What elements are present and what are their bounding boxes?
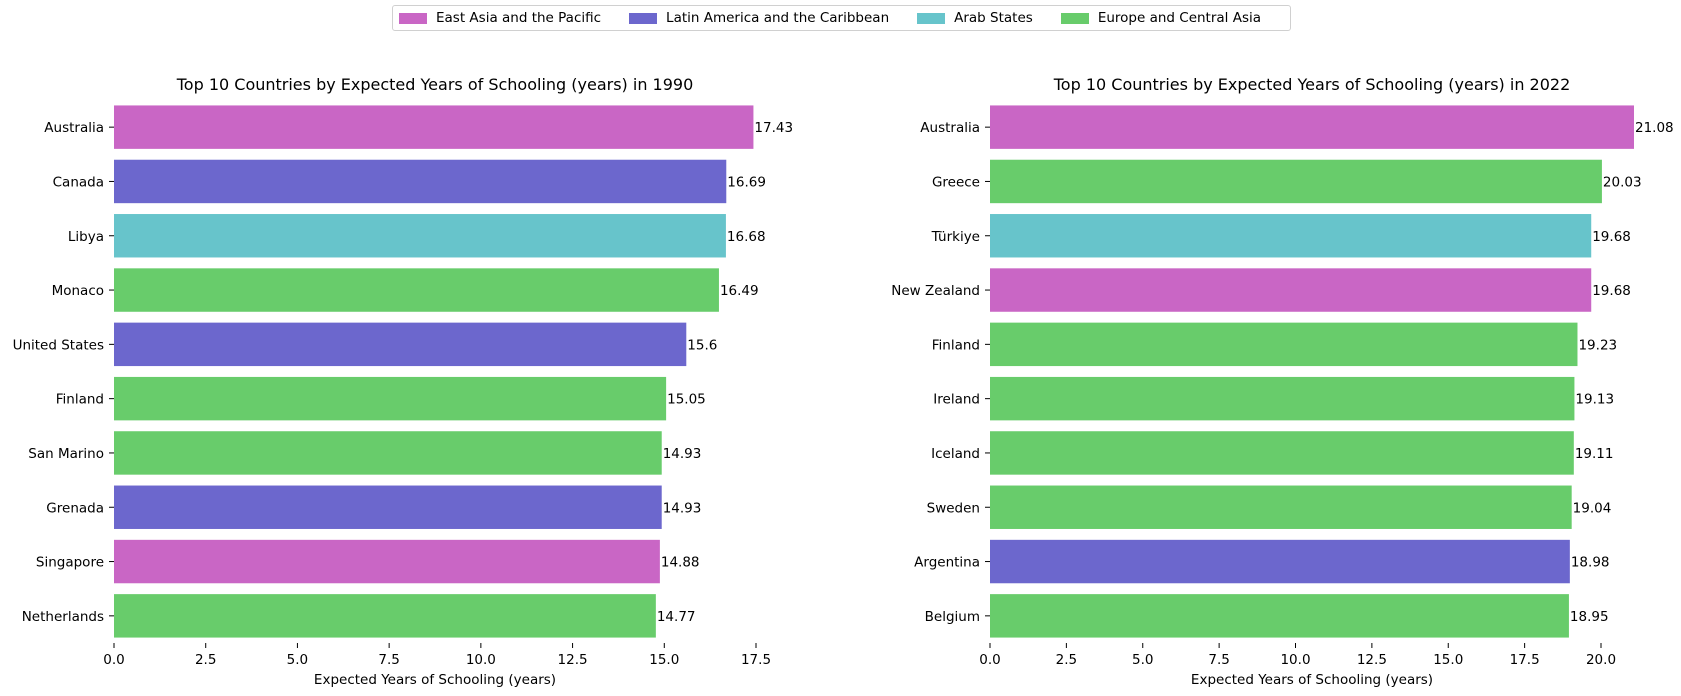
legend-label: East Asia and the Pacific	[436, 10, 602, 26]
bar	[990, 485, 1572, 529]
value-label: 15.6	[687, 337, 717, 353]
value-label: 18.98	[1571, 555, 1610, 571]
value-label: 19.68	[1592, 283, 1631, 299]
bar	[990, 214, 1592, 258]
category-label: Finland	[932, 337, 980, 353]
bar	[114, 594, 656, 638]
value-label: 16.69	[727, 174, 766, 190]
category-label: Belgium	[925, 609, 980, 625]
x-tick-label: 7.5	[1208, 652, 1229, 668]
x-tick-label: 15.0	[1433, 652, 1463, 668]
category-label: Greece	[932, 174, 980, 190]
category-label: Singapore	[36, 555, 104, 571]
bar	[114, 485, 662, 529]
value-label: 14.93	[663, 446, 702, 462]
category-label: New Zealand	[891, 283, 980, 299]
value-label: 18.95	[1570, 609, 1609, 625]
chart-legend: East Asia and the Pacific Latin America …	[392, 5, 1291, 31]
bar	[990, 105, 1634, 149]
legend-label: Europe and Central Asia	[1097, 10, 1262, 26]
category-label: United States	[13, 337, 104, 353]
x-tick-label: 15.0	[649, 652, 679, 668]
bar	[114, 268, 719, 312]
legend-label: Arab States	[954, 10, 1033, 26]
value-label: 19.04	[1573, 500, 1612, 516]
value-label: 16.68	[727, 229, 766, 245]
x-tick-label: 7.5	[378, 652, 399, 668]
chart-title: Top 10 Countries by Expected Years of Sc…	[176, 75, 694, 94]
category-label: Australia	[920, 120, 980, 136]
category-label: Monaco	[52, 283, 104, 299]
category-label: Australia	[44, 120, 104, 136]
x-tick-label: 17.5	[1510, 652, 1540, 668]
bar	[990, 539, 1570, 584]
category-label: Finland	[56, 392, 104, 408]
x-tick-label: 5.0	[287, 652, 308, 668]
category-label: Grenada	[46, 500, 104, 516]
legend-item-latin-america: Latin America and the Caribbean	[629, 10, 889, 26]
bar	[114, 322, 687, 367]
bar	[114, 105, 754, 149]
x-tick-label: 12.5	[1357, 652, 1387, 668]
value-label: 17.43	[754, 120, 793, 136]
value-label: 19.13	[1575, 392, 1614, 408]
legend-item-arab-states: Arab States	[917, 10, 1033, 26]
legend-swatch	[1060, 12, 1089, 24]
bar	[114, 159, 727, 204]
chart-title: Top 10 Countries by Expected Years of Sc…	[1053, 75, 1571, 94]
bar	[990, 376, 1575, 421]
category-label: Iceland	[931, 446, 980, 462]
x-axis-label: Expected Years of Schooling (years)	[314, 672, 556, 688]
bar	[990, 322, 1578, 367]
x-tick-label: 0.0	[979, 652, 1000, 668]
legend-swatch	[399, 12, 427, 24]
x-tick-label: 5.0	[1132, 652, 1153, 668]
category-label: Türkiye	[931, 229, 980, 245]
bar	[990, 268, 1592, 312]
x-tick-label: 17.5	[741, 652, 771, 668]
category-label: Sweden	[927, 500, 980, 516]
value-label: 15.05	[667, 392, 706, 408]
value-label: 16.49	[720, 283, 759, 299]
legend-swatch	[629, 12, 658, 24]
x-tick-label: 10.0	[466, 652, 496, 668]
category-label: Argentina	[914, 555, 980, 571]
value-label: 19.23	[1578, 337, 1617, 353]
value-label: 20.03	[1603, 174, 1642, 190]
bar	[990, 431, 1574, 475]
bar	[114, 214, 726, 258]
value-label: 21.08	[1635, 120, 1674, 136]
value-label: 14.77	[657, 609, 696, 625]
x-tick-label: 12.5	[558, 652, 588, 668]
x-tick-label: 0.0	[103, 652, 124, 668]
category-label: San Marino	[28, 446, 104, 462]
bar	[114, 539, 660, 584]
legend-label: Latin America and the Caribbean	[666, 10, 890, 26]
value-label: 14.88	[661, 555, 700, 571]
legend-swatch	[917, 12, 946, 24]
x-tick-label: 20.0	[1586, 652, 1616, 668]
bar	[114, 431, 662, 475]
bar	[990, 159, 1602, 204]
x-tick-label: 2.5	[195, 652, 216, 668]
legend-item-east-asia: East Asia and the Pacific	[399, 10, 601, 26]
x-axis-label: Expected Years of Schooling (years)	[1191, 672, 1433, 688]
category-label: Libya	[68, 229, 104, 245]
category-label: Netherlands	[22, 609, 104, 625]
legend-item-europe: Europe and Central Asia	[1060, 10, 1262, 26]
x-tick-label: 10.0	[1280, 652, 1310, 668]
bar	[990, 594, 1569, 638]
value-label: 14.93	[663, 500, 702, 516]
x-tick-label: 2.5	[1056, 652, 1077, 668]
category-label: Ireland	[933, 392, 980, 408]
category-label: Canada	[53, 174, 104, 190]
value-label: 19.11	[1575, 446, 1614, 462]
value-label: 19.68	[1592, 229, 1631, 245]
bar	[114, 376, 667, 421]
